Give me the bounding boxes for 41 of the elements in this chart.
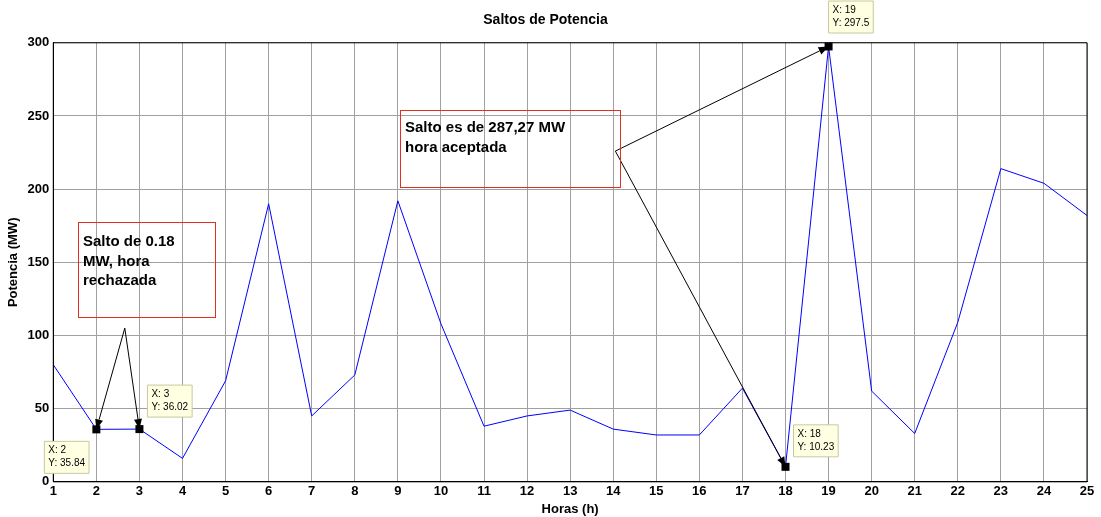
x-tick-label: 15 [649, 483, 664, 499]
x-tick-label: 7 [308, 483, 316, 499]
x-tick-label: 6 [265, 483, 273, 499]
annotation: X: 18 Y: 10.23 [797, 427, 835, 452]
x-tick-label: 14 [605, 483, 622, 499]
x-tick-label: 25 [1079, 483, 1095, 499]
y-tick-label: 0 [42, 473, 50, 489]
x-axis-title: Horas (h) [541, 500, 599, 516]
x-tick-label: 9 [394, 483, 402, 499]
x-tick-label: 2 [92, 483, 100, 499]
y-tick-label: 300 [27, 34, 50, 50]
y-axis-title: Potencia (MW) [5, 217, 21, 308]
x-tick-label: 10 [433, 483, 449, 499]
chart-title: Saltos de Potencia [483, 11, 608, 28]
annotation: X: 3 Y: 36.02 [151, 387, 189, 412]
x-tick-label: 19 [821, 483, 836, 499]
x-tick-label: 5 [221, 483, 230, 499]
x-tick-label: 13 [562, 483, 578, 499]
x-tick-label: 23 [993, 483, 1009, 499]
x-tick-label: 12 [519, 483, 535, 499]
y-tick-label: 50 [34, 400, 50, 416]
x-tick-label: 20 [864, 483, 879, 499]
annotation: X: 2 Y: 35.84 [48, 444, 86, 469]
y-tick-label: 200 [27, 180, 50, 196]
x-tick-label: 18 [778, 483, 793, 499]
x-tick-label: 8 [351, 483, 359, 499]
annotation: X: 19 Y: 297.5 [832, 3, 870, 28]
x-tick-label: 22 [950, 483, 966, 499]
x-tick-label: 17 [735, 483, 750, 499]
x-tick-label: 1 [49, 483, 57, 499]
x-tick-label: 11 [477, 483, 491, 499]
text-box: Salto es de 287,27 MW hora aceptada [400, 110, 621, 188]
x-tick-label: 4 [178, 483, 187, 499]
x-tick-label: 24 [1036, 483, 1052, 499]
y-tick-label: 150 [27, 253, 50, 269]
y-tick-label: 100 [27, 327, 50, 343]
x-tick-label: 16 [692, 483, 707, 499]
x-tick-label: 3 [135, 483, 144, 499]
text-box: Salto de 0.18 MW, hora rechazada [78, 222, 216, 318]
x-tick-label: 21 [907, 483, 922, 499]
y-tick-label: 250 [27, 107, 50, 123]
